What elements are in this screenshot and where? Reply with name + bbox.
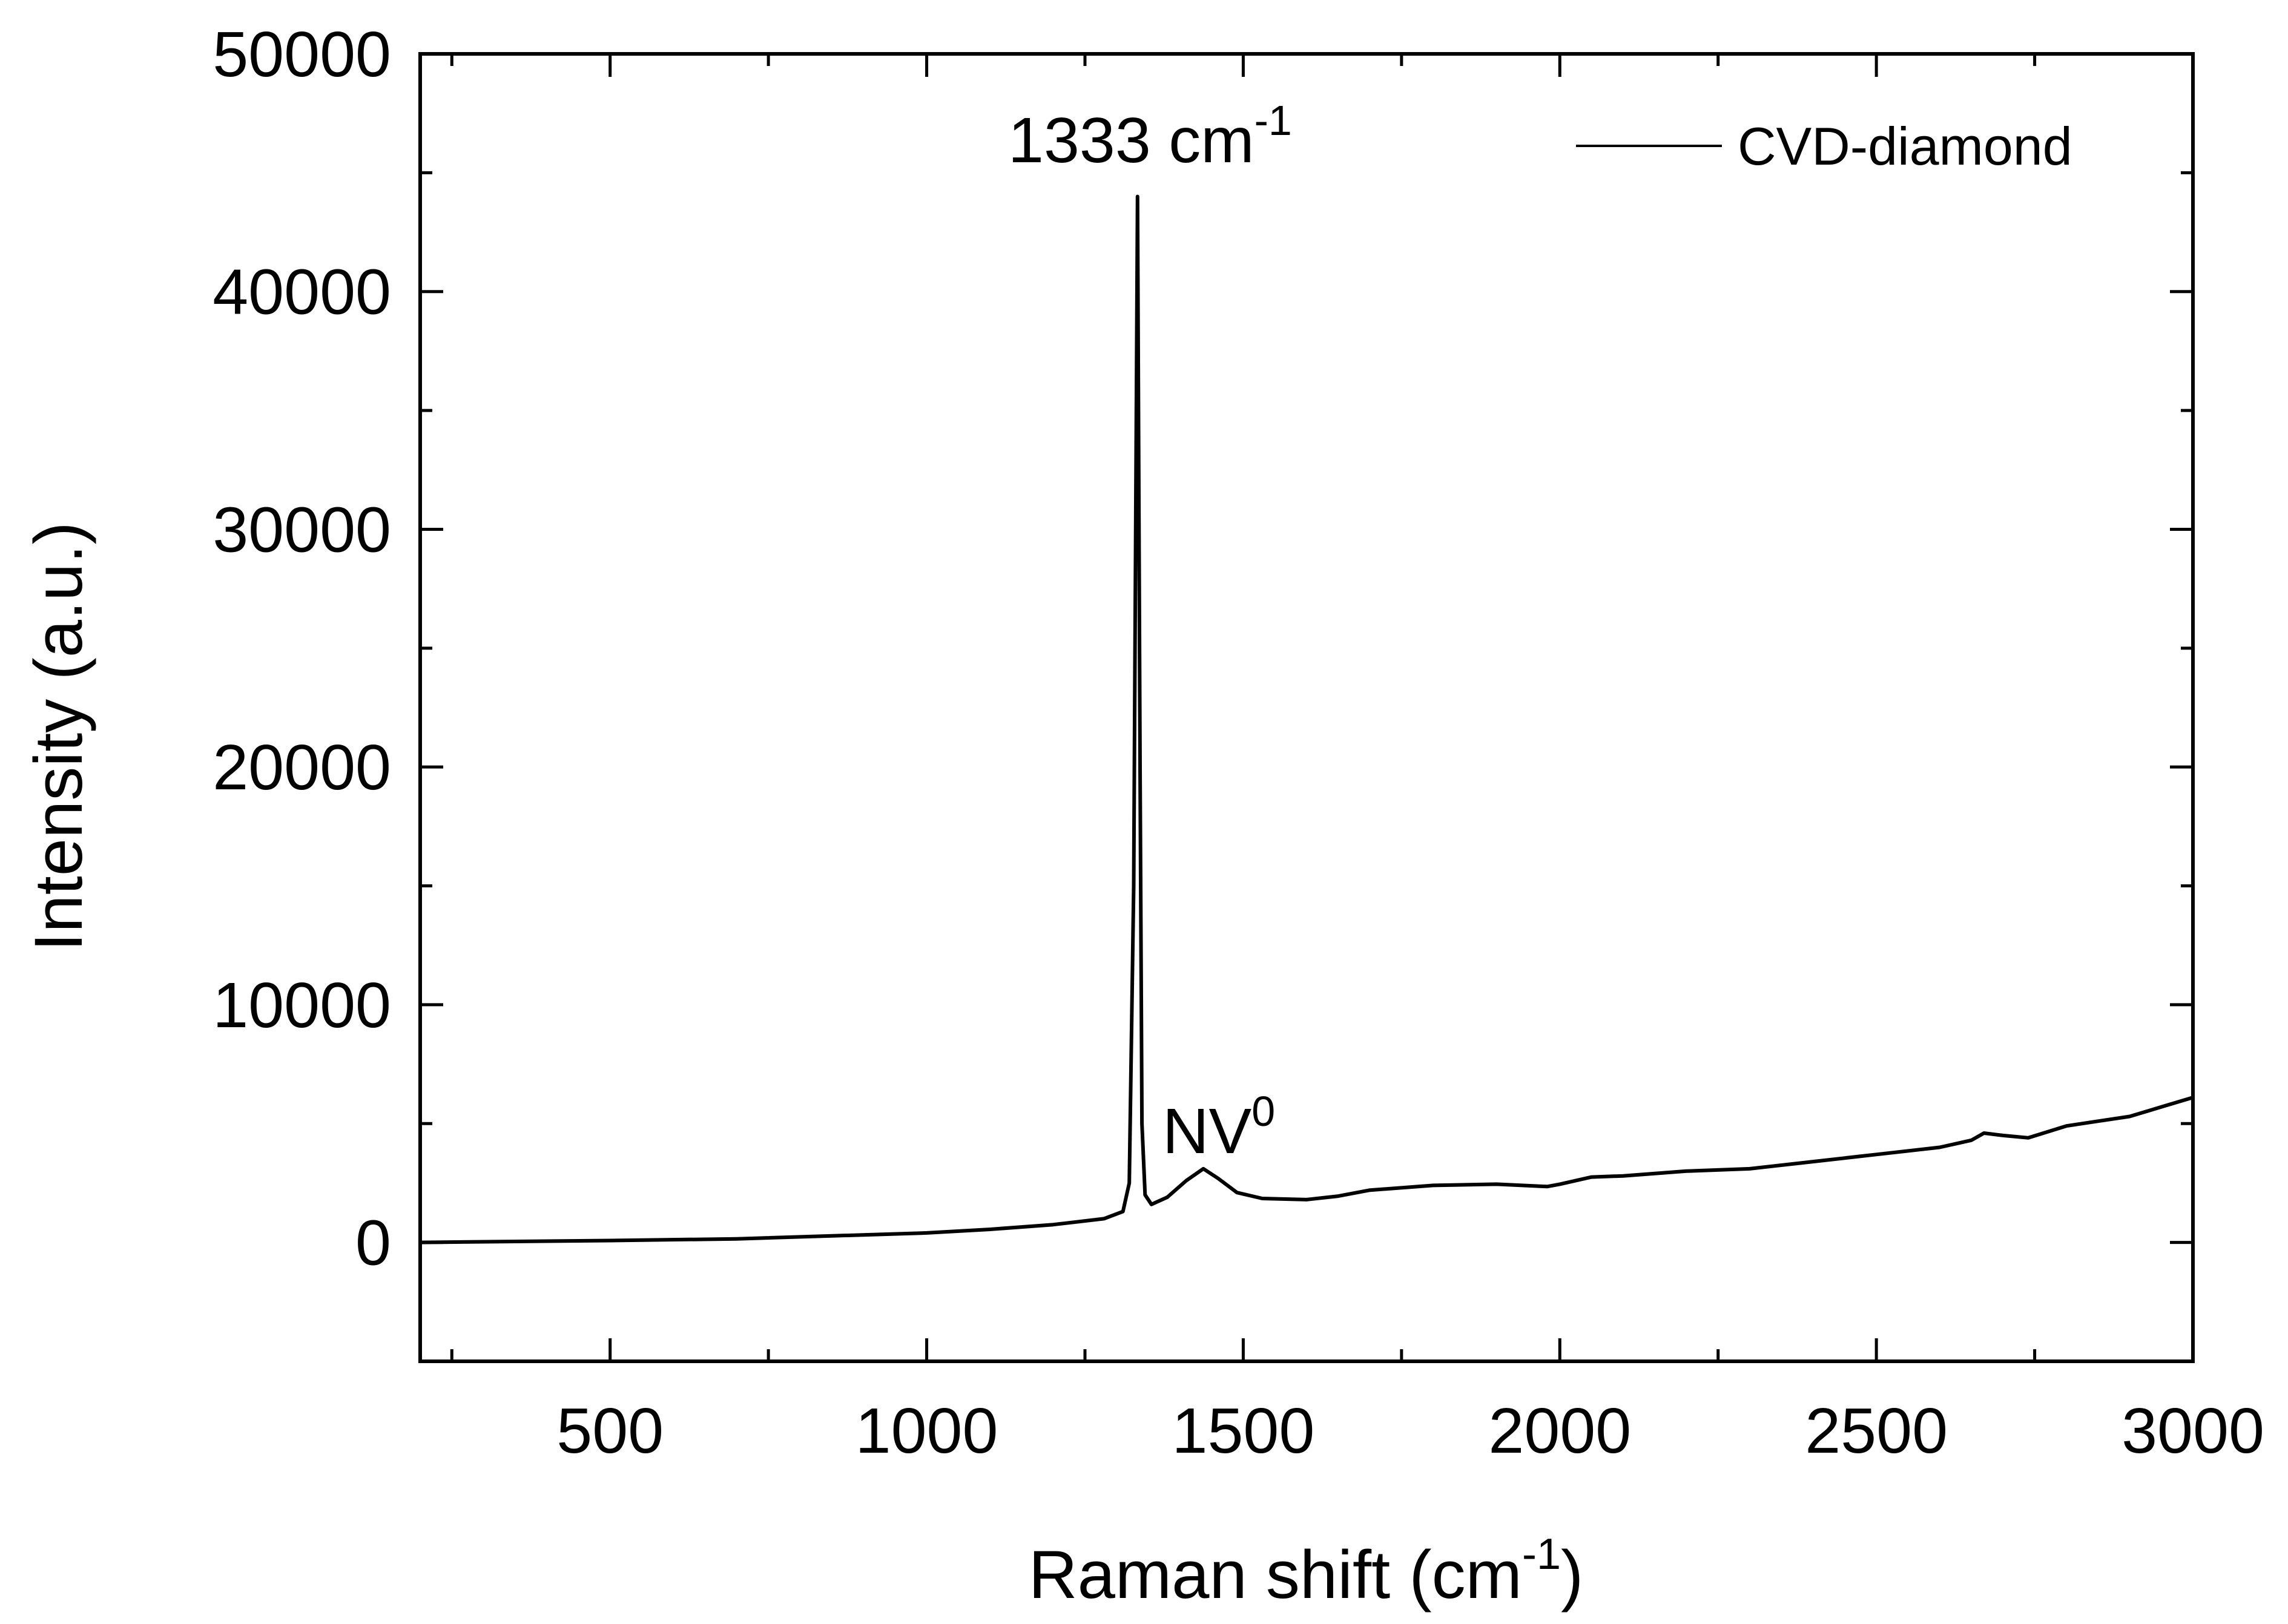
x-tick-label: 1000 [856, 1395, 998, 1467]
x-tick-label: 3000 [2122, 1395, 2264, 1467]
x-axis-title-text: Raman shift (cm [1029, 1537, 1522, 1612]
y-tick-label: 40000 [213, 257, 391, 328]
annotation-nv0: NV0 [1162, 1088, 1275, 1167]
annotation-nv0-text: NV [1162, 1096, 1252, 1167]
y-axis-title: Intensity (a.u.) [21, 522, 96, 952]
series-layer [420, 194, 2194, 1244]
x-axis-title-end: ) [1561, 1537, 1583, 1612]
x-tick-label: 500 [556, 1395, 664, 1467]
y-tick-label: 30000 [213, 494, 391, 565]
axis-ticks: 500 1000 1500 2000 2500 300001000020000300004… [213, 19, 2264, 1467]
series-line-cvd-diamond [420, 194, 2194, 1244]
x-tick-label: 2000 [1488, 1395, 1631, 1467]
y-tick-label: 10000 [213, 970, 391, 1041]
plot-frame [418, 52, 2195, 1363]
y-tick-label: 0 [355, 1208, 391, 1279]
annotation-peak-text: 1333 cm [1008, 105, 1254, 176]
annotation-peak: 1333 cm-1 [1008, 97, 1292, 176]
y-tick-label: 20000 [213, 732, 391, 803]
x-tick-label: 2500 [1805, 1395, 1948, 1467]
annotation-nv0-superscript: 0 [1251, 1088, 1275, 1135]
y-tick-label: 50000 [213, 19, 391, 90]
x-axis-title: Raman shift (cm-1) [1029, 1530, 1584, 1612]
legend-label: CVD-diamond [1738, 116, 2072, 176]
x-tick-label: 1500 [1172, 1395, 1315, 1467]
annotation-peak-superscript: -1 [1254, 97, 1292, 144]
x-axis-title-superscript: -1 [1522, 1530, 1561, 1579]
